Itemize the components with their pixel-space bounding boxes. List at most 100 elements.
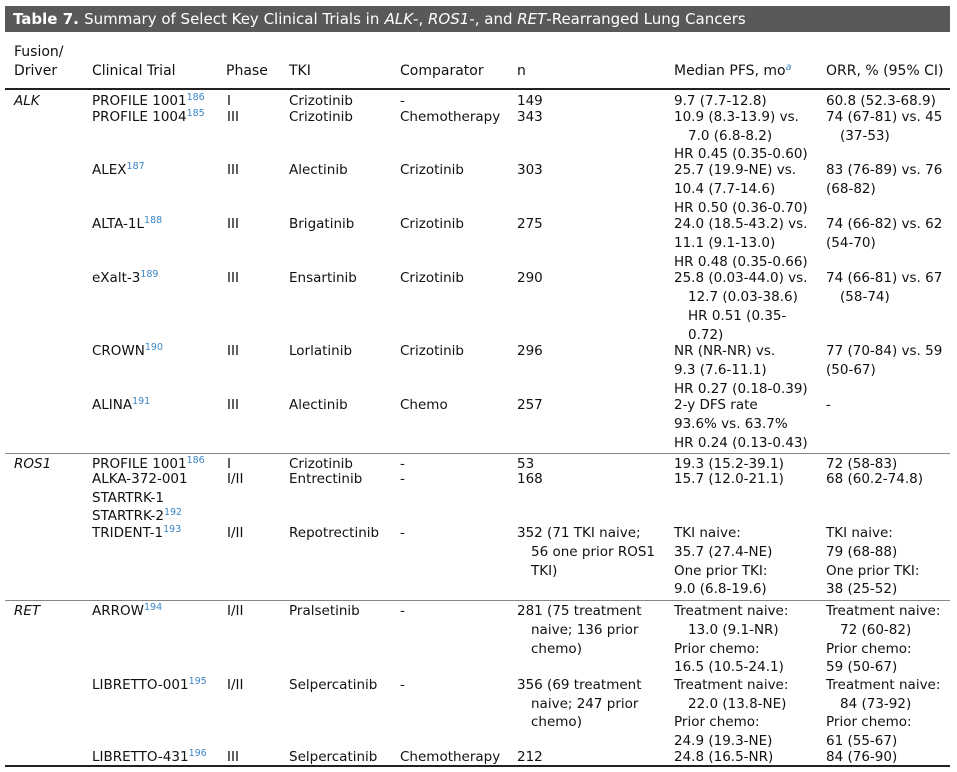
cell-orr: Treatment naive: (826, 677, 941, 693)
cell-pfs: 12.7 (0.03-38.6) (688, 289, 798, 305)
cell-n: 257 (517, 397, 543, 413)
cell-pfs: 24.0 (18.5-43.2) vs. (674, 216, 808, 232)
cell-pfs: 10.9 (8.3-13.9) vs. (674, 109, 799, 125)
cell-comparator: Chemo (400, 397, 448, 413)
cell-phase: III (227, 749, 239, 765)
cell-tki: Brigatinib (289, 216, 355, 232)
cell-pfs: 9.3 (7.6-11.1) (674, 362, 767, 378)
group-label-ret: RET (14, 603, 41, 619)
cell-pfs: Prior chemo: (674, 641, 760, 657)
cell-trial: ALKA-372-001 (92, 471, 188, 487)
cell-comparator: - (400, 456, 405, 472)
reference-sup: 194 (143, 602, 163, 613)
reference-sup: 185 (186, 108, 205, 119)
cell-tki: Lorlatinib (289, 343, 353, 359)
cell-trial: eXalt-3189 (92, 269, 159, 286)
cell-orr: - (826, 397, 831, 413)
reference-sup: 195 (188, 676, 207, 687)
cell-pfs: NR (NR-NR) vs. (674, 343, 776, 359)
cell-orr: (50-67) (826, 362, 876, 378)
cell-pfs: 13.0 (9.1-NR) (688, 622, 779, 638)
cell-orr: (68-82) (826, 181, 876, 197)
cell-pfs: HR 0.45 (0.35-0.60) (674, 146, 808, 162)
header-n: n (517, 63, 526, 79)
cell-n: 290 (517, 270, 543, 286)
reference-sup: 189 (140, 269, 159, 280)
cell-tki: Crizotinib (289, 109, 353, 125)
cell-pfs: 25.8 (0.03-44.0) vs. (674, 270, 808, 286)
header-phase: Phase (226, 63, 268, 79)
cell-pfs: TKI naive: (674, 525, 741, 541)
cell-orr: 59 (50-67) (826, 659, 898, 675)
header-tki: TKI (289, 63, 311, 79)
cell-comparator: Crizotinib (400, 343, 464, 359)
cell-orr: Prior chemo: (826, 641, 912, 657)
group-label-ros1: ROS1 (14, 456, 52, 472)
reference-sup: 186 (186, 455, 205, 466)
header-comparator: Comparator (400, 63, 484, 79)
cell-phase: I (227, 93, 231, 109)
cell-tki: Selpercatinib (289, 749, 378, 765)
cell-pfs: 9.7 (7.7-12.8) (674, 93, 767, 109)
table-bottom-rule (5, 765, 950, 767)
cell-phase: III (227, 109, 239, 125)
cell-n: 356 (69 treatment (517, 677, 642, 693)
cell-comparator: Chemotherapy (400, 109, 501, 125)
cell-n: 168 (517, 471, 543, 487)
cell-comparator: - (400, 525, 405, 541)
reference-sup: 186 (186, 92, 205, 103)
header-fusion-line2: Driver (14, 63, 58, 79)
cell-tki: Pralsetinib (289, 603, 360, 619)
cell-tki: Alectinib (289, 162, 348, 178)
cell-phase: III (227, 270, 239, 286)
header-pfs-footnote: a (785, 62, 792, 73)
header-fusion-line1: Fusion/ (14, 44, 64, 60)
cell-orr: Prior chemo: (826, 714, 912, 730)
cell-trial: ALTA-1L188 (92, 215, 163, 232)
cell-n: 281 (75 treatment (517, 603, 642, 619)
cell-pfs: HR 0.50 (0.36-0.70) (674, 200, 808, 216)
cell-pfs: 35.7 (27.4-NE) (674, 544, 773, 560)
cell-tki: Crizotinib (289, 93, 353, 109)
cell-pfs: 0.72) (688, 327, 724, 343)
cell-orr: (58-74) (840, 289, 890, 305)
cell-trial: LIBRETTO-001195 (92, 676, 207, 693)
cell-orr: TKI naive: (826, 525, 893, 541)
cell-pfs: HR 0.48 (0.35-0.66) (674, 254, 808, 270)
cell-pfs: HR 0.24 (0.13-0.43) (674, 435, 808, 451)
header-median-pfs: Median PFS, moa (674, 62, 792, 79)
reference-sup: 190 (144, 342, 164, 353)
header-rule (5, 88, 950, 90)
cell-n: 53 (517, 456, 535, 472)
cell-orr: 74 (66-81) vs. 67 (826, 270, 943, 286)
cell-tki: Entrectinib (289, 471, 363, 487)
cell-comparator: Crizotinib (400, 270, 464, 286)
cell-orr: 61 (55-67) (826, 733, 898, 749)
cell-pfs: 15.7 (12.0-21.1) (674, 471, 784, 487)
cell-orr: 74 (67-81) vs. 45 (826, 109, 943, 125)
cell-phase: I (227, 456, 231, 472)
cell-pfs: 24.9 (19.3-NE) (674, 733, 773, 749)
cell-n: 212 (517, 749, 543, 765)
cell-n: 149 (517, 93, 543, 109)
cell-trial: ALEX187 (92, 161, 145, 178)
cell-trial: PROFILE 1001186 (92, 455, 205, 472)
cell-pfs: One prior TKI: (674, 563, 768, 579)
cell-orr: 60.8 (52.3-68.9) (826, 93, 936, 109)
cell-comparator: - (400, 603, 405, 619)
cell-orr: 72 (58-83) (826, 456, 898, 472)
cell-phase: III (227, 216, 239, 232)
cell-phase: I/II (227, 677, 244, 693)
cell-orr: 38 (25-52) (826, 581, 898, 597)
cell-pfs: HR 0.27 (0.18-0.39) (674, 381, 808, 397)
group-divider-ret (5, 600, 950, 601)
table-title: Table 7. Summary of Select Key Clinical … (5, 6, 950, 32)
reference-sup: 188 (144, 215, 163, 226)
cell-comparator: - (400, 93, 405, 109)
cell-trial: LIBRETTO-431196 (92, 748, 207, 765)
cell-tki: Ensartinib (289, 270, 357, 286)
cell-orr: 84 (73-92) (840, 696, 912, 712)
cell-pfs: Prior chemo: (674, 714, 760, 730)
cell-comparator: Chemotherapy (400, 749, 501, 765)
cell-phase: I/II (227, 525, 244, 541)
